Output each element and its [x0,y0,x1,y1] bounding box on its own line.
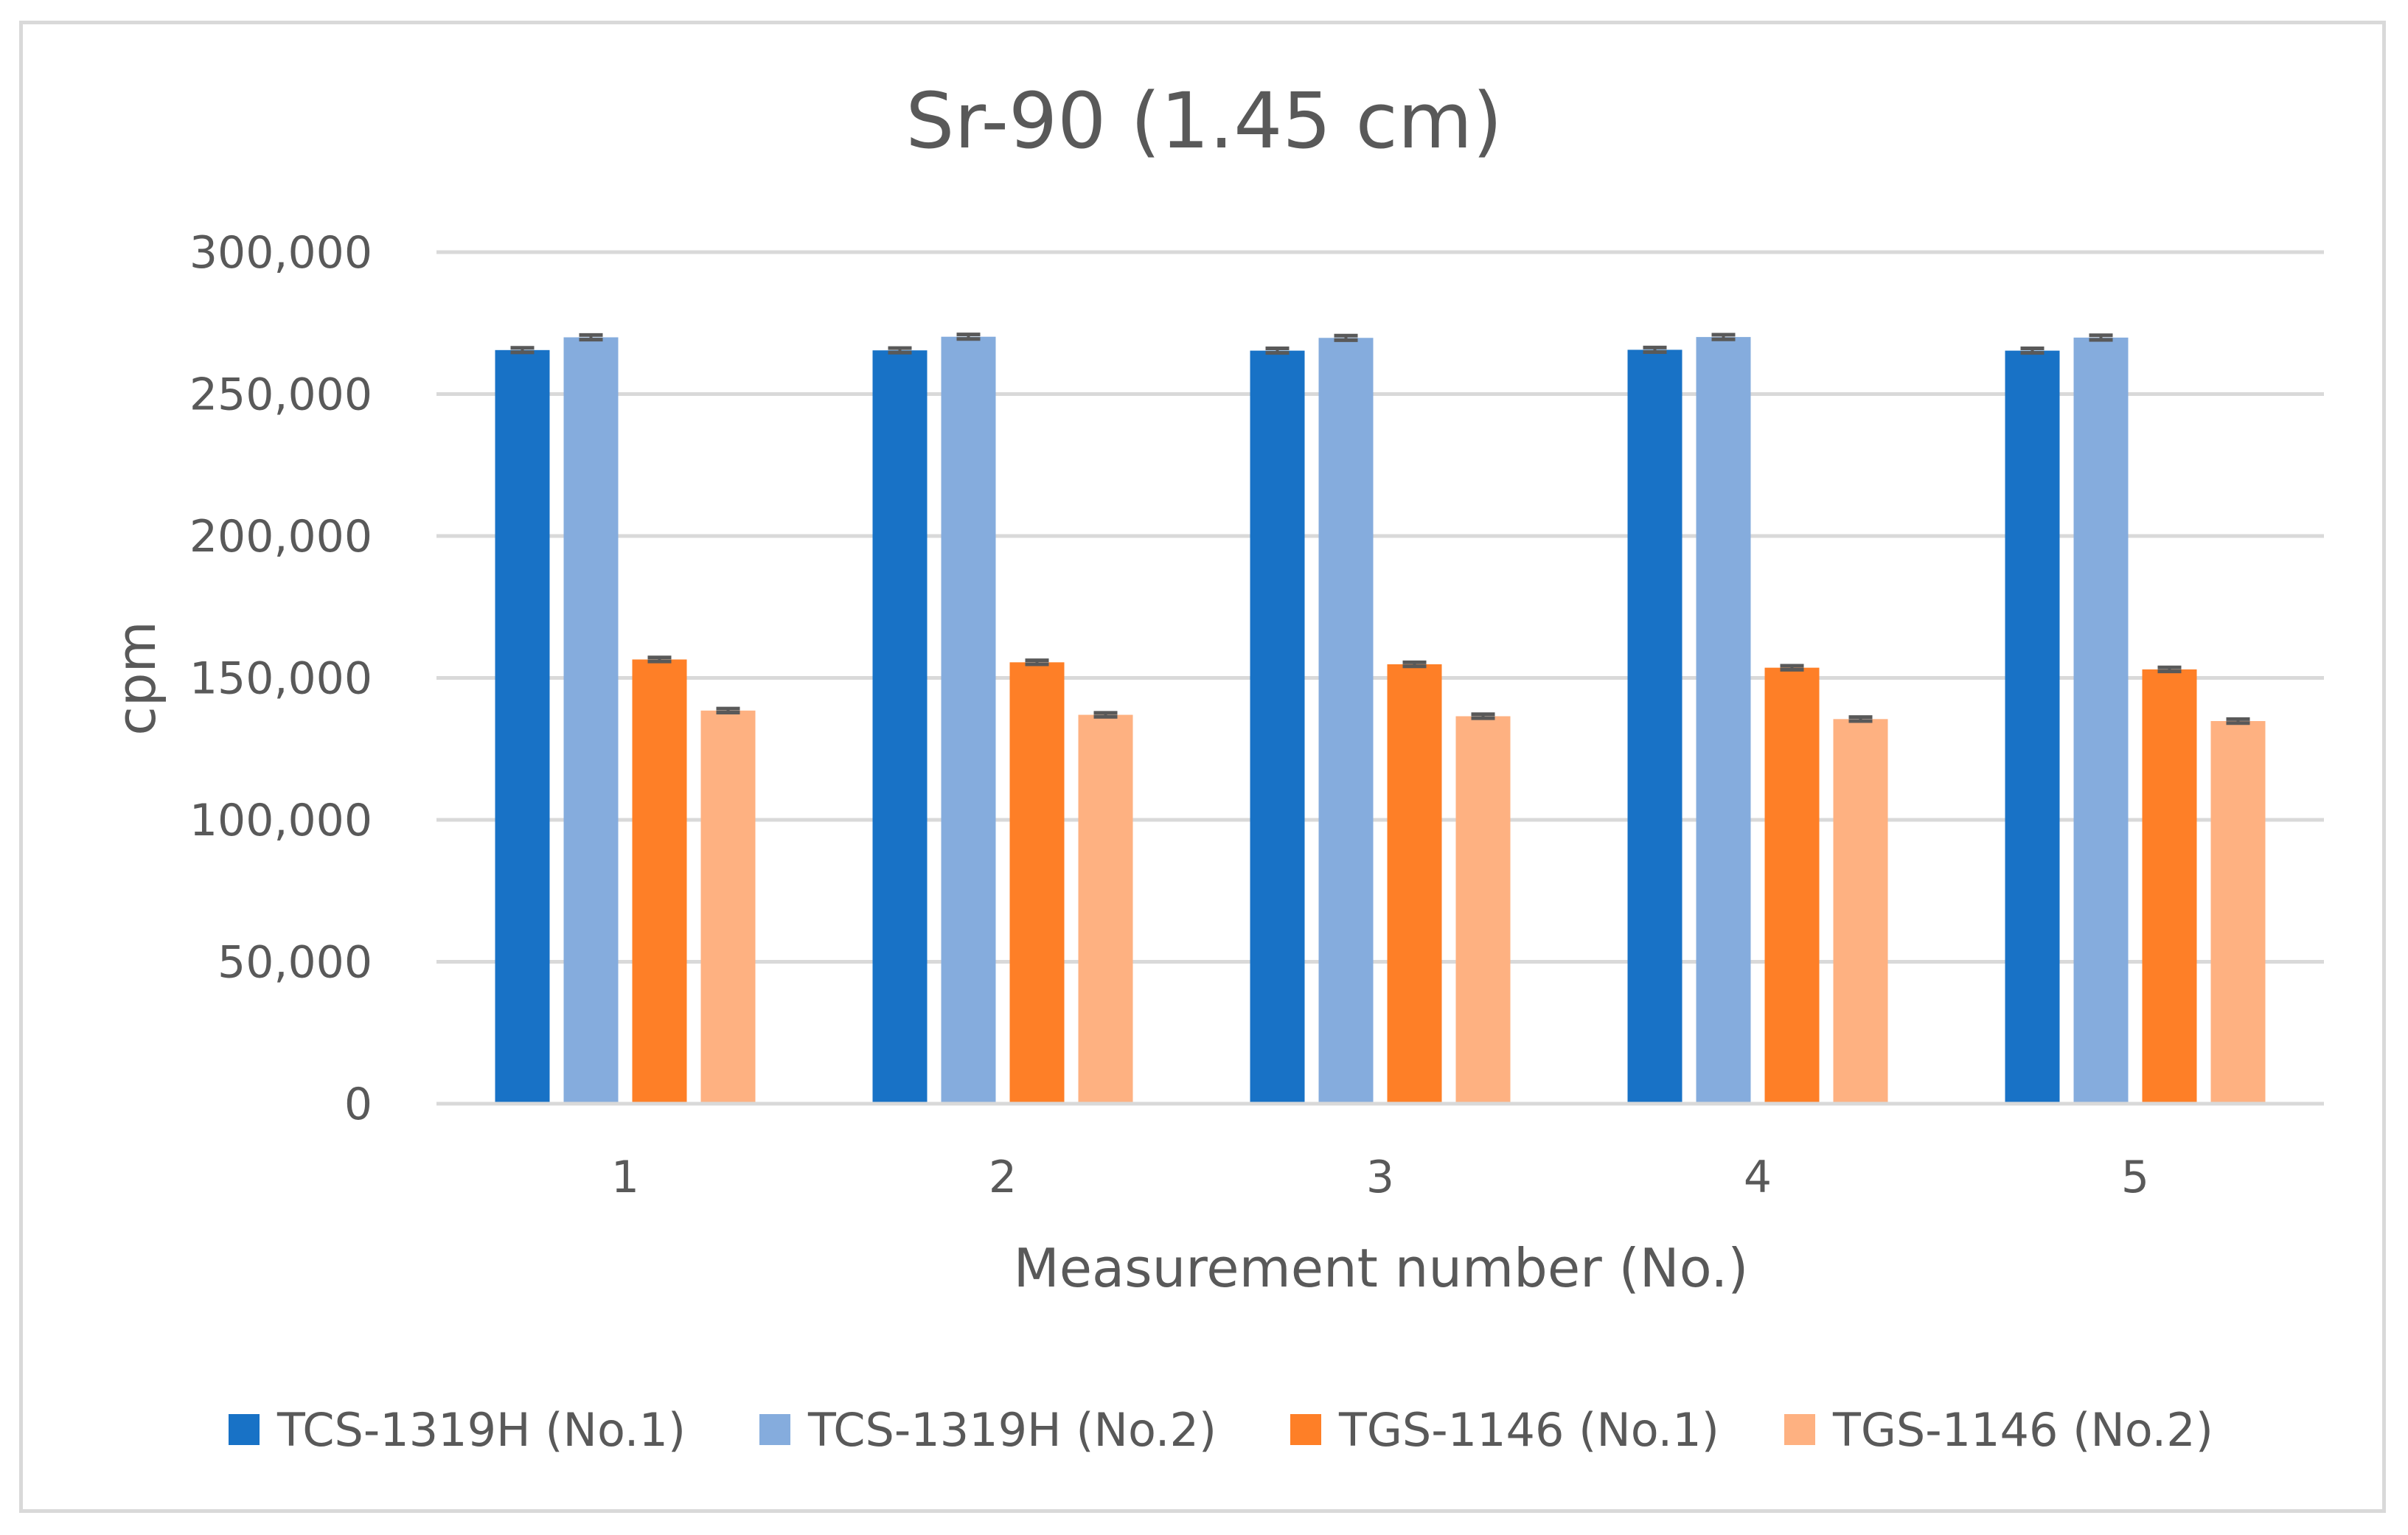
y-axis-ticks: 0 50,000 100,000 150,000 200,000 250,000 300,0… [189,227,372,1130]
legend-label: TGS-1146 (No.1) [1338,1403,1719,1457]
bar [2210,721,2266,1104]
bar [2005,350,2060,1104]
y-tick-label: 200,000 [189,511,372,563]
bar [1318,338,1374,1104]
legend-label: TGS-1146 (No.2) [1832,1403,2213,1457]
legend-swatch [1290,1414,1321,1445]
legend-label: TCS-1319H (No.1) [276,1403,686,1457]
bar [1009,662,1065,1104]
x-tick-label: 2 [989,1152,1017,1203]
error-bars [436,333,2324,1106]
bars [495,336,2266,1104]
bar [1455,716,1511,1104]
bar [1696,337,1751,1104]
bar [1250,350,1305,1104]
bar [563,337,619,1104]
bar [1764,667,1820,1104]
legend-swatch [1784,1414,1815,1445]
x-tick-label: 1 [611,1152,639,1203]
y-tick-label: 150,000 [189,653,372,705]
x-axis-ticks: 1 2 3 4 5 [611,1152,2149,1203]
y-axis-title: cpm [105,621,167,735]
bar [1078,714,1133,1104]
bar [872,350,928,1104]
bar [1387,664,1442,1104]
legend-swatch [229,1414,260,1445]
bar [2142,669,2197,1104]
legend-swatch [759,1414,790,1445]
chart-frame [19,21,2386,1513]
y-tick-label: 300,000 [189,227,372,279]
bar [700,710,756,1104]
bar [1627,349,1683,1104]
bar [1833,719,1888,1104]
bar [495,349,550,1104]
bar [2073,337,2129,1104]
bar [941,336,996,1104]
y-tick-label: 250,000 [189,369,372,421]
y-tick-label: 50,000 [218,937,372,989]
x-tick-label: 4 [1744,1152,1772,1203]
y-tick-label: 100,000 [189,795,372,846]
x-tick-label: 5 [2121,1152,2149,1203]
y-tick-label: 0 [344,1079,372,1130]
bar [632,659,687,1104]
legend-label: TCS-1319H (No.2) [807,1403,1217,1457]
chart-title: Sr-90 (1.45 cm) [905,76,1502,166]
x-tick-label: 3 [1366,1152,1394,1203]
x-axis-title: Measurement number (No.) [1014,1237,1749,1299]
legend: TCS-1319H (No.1) TCS-1319H (No.2) TGS-1146… [229,1403,2213,1457]
